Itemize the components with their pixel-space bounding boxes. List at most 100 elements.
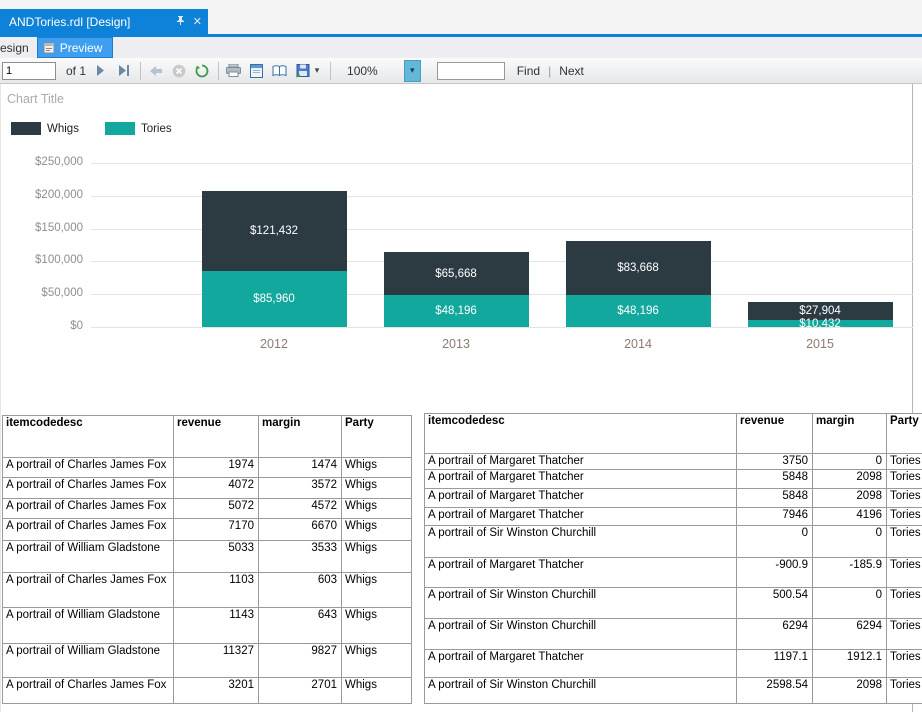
table-header-row: itemcodedescrevenuemarginParty bbox=[3, 416, 412, 458]
x-axis-tick-label: 2013 bbox=[411, 337, 501, 351]
column-header: revenue bbox=[737, 414, 813, 454]
y-axis-tick-label: $0 bbox=[1, 320, 83, 332]
find-next-button[interactable]: Next bbox=[559, 64, 584, 78]
bar-segment-tories[interactable]: $10,432 bbox=[748, 320, 893, 327]
bar-label: $48,196 bbox=[435, 305, 477, 317]
table-cell: Whigs bbox=[342, 499, 412, 519]
page-setup-button[interactable] bbox=[271, 62, 288, 80]
bar-segment-whigs[interactable]: $121,432 bbox=[202, 191, 347, 271]
table-cell: Tories bbox=[887, 650, 922, 678]
table-cell: 1143 bbox=[174, 608, 259, 644]
bar-segment-tories[interactable]: $85,960 bbox=[202, 271, 347, 327]
pin-icon[interactable] bbox=[176, 15, 185, 29]
table-cell: 4072 bbox=[174, 478, 259, 499]
table-row: A portrail of Charles James Fox1103603Wh… bbox=[3, 573, 412, 608]
last-page-button[interactable] bbox=[115, 62, 132, 80]
table-cell: Tories bbox=[887, 470, 922, 489]
table-cell: Whigs bbox=[342, 458, 412, 478]
table-row: A portrail of Sir Winston Churchill2598.… bbox=[425, 678, 922, 704]
y-axis-tick-label: $250,000 bbox=[1, 156, 83, 168]
x-axis-tick-label: 2012 bbox=[229, 337, 319, 351]
page-number-input[interactable] bbox=[2, 62, 56, 80]
table-row: A portrail of Margaret Thatcher58482098T… bbox=[425, 470, 922, 489]
find-input[interactable] bbox=[437, 62, 505, 80]
back-button[interactable] bbox=[147, 62, 164, 80]
print-button[interactable] bbox=[225, 62, 242, 80]
table-cell: 11327 bbox=[174, 644, 259, 678]
table-cell: A portrail of Margaret Thatcher bbox=[425, 650, 737, 678]
report-toolbar: of 1 ▾ 100% ▾ bbox=[0, 58, 922, 84]
table-cell: 9827 bbox=[259, 644, 342, 678]
table-row: A portrail of Sir Winston Churchill00Tor… bbox=[425, 526, 922, 558]
legend-swatch-whigs bbox=[11, 122, 41, 135]
table-cell: 2598.54 bbox=[737, 678, 813, 704]
table-cell: Whigs bbox=[342, 608, 412, 644]
y-axis-tick-label: $150,000 bbox=[1, 222, 83, 234]
table-cell: A portrail of Margaret Thatcher bbox=[425, 454, 737, 470]
table-cell: Tories bbox=[887, 489, 922, 508]
bar-segment-whigs[interactable]: $65,668 bbox=[384, 252, 529, 295]
chart-title: Chart Title bbox=[7, 92, 64, 106]
bar-segment-whigs[interactable]: $83,668 bbox=[566, 241, 711, 296]
table-cell: Whigs bbox=[342, 644, 412, 678]
table-cell: 0 bbox=[813, 526, 887, 558]
find-button[interactable]: Find bbox=[517, 64, 540, 78]
find-next-separator: | bbox=[548, 64, 551, 78]
bar-label: $121,432 bbox=[250, 225, 298, 237]
legend-label-whigs: Whigs bbox=[47, 123, 79, 135]
table-cell: 2098 bbox=[813, 678, 887, 704]
bar-label: $65,668 bbox=[435, 268, 477, 280]
bar-label: $83,668 bbox=[617, 262, 659, 274]
table-row: A portrail of Sir Winston Churchill62946… bbox=[425, 619, 922, 650]
table-row: A portrail of Sir Winston Churchill500.5… bbox=[425, 588, 922, 619]
next-page-button[interactable] bbox=[92, 62, 109, 80]
y-axis-tick-label: $200,000 bbox=[1, 189, 83, 201]
export-dropdown-caret[interactable]: ▾ bbox=[312, 62, 322, 80]
table-cell: 1197.1 bbox=[737, 650, 813, 678]
table-cell: 500.54 bbox=[737, 588, 813, 619]
table-cell: 6670 bbox=[259, 519, 342, 541]
table-cell: A portrail of Sir Winston Churchill bbox=[425, 526, 737, 558]
table-row: A portrail of William Gladstone1143643Wh… bbox=[3, 608, 412, 644]
table-cell: 603 bbox=[259, 573, 342, 608]
export-button[interactable] bbox=[294, 62, 311, 80]
stacked-bar-2014[interactable]: $83,668 $48,196 bbox=[566, 241, 711, 327]
bar-label: $85,960 bbox=[253, 293, 295, 305]
refresh-button[interactable] bbox=[193, 62, 210, 80]
stacked-bar-2015[interactable]: $27,904 $10,432 bbox=[748, 302, 893, 327]
bar-label: $27,904 bbox=[799, 305, 841, 317]
document-tab[interactable]: ANDTories.rdl [Design] ✕ bbox=[0, 9, 208, 34]
bar-segment-tories[interactable]: $48,196 bbox=[566, 295, 711, 327]
table-cell: A portrail of Charles James Fox bbox=[3, 499, 174, 519]
tab-preview[interactable]: Preview bbox=[37, 37, 114, 58]
table-cell: 3201 bbox=[174, 678, 259, 704]
table-cell: 1912.1 bbox=[813, 650, 887, 678]
view-tab-row: esign Preview bbox=[0, 37, 922, 58]
close-icon[interactable]: ✕ bbox=[193, 15, 202, 28]
stacked-bar-2012[interactable]: $121,432 $85,960 bbox=[202, 191, 347, 327]
table-cell: A portrail of Margaret Thatcher bbox=[425, 558, 737, 588]
zoom-dropdown-button[interactable]: ▾ bbox=[404, 60, 421, 82]
table-cell: A portrail of William Gladstone bbox=[3, 644, 174, 678]
table-cell: 6294 bbox=[737, 619, 813, 650]
column-header: itemcodedesc bbox=[425, 414, 737, 454]
chart-plot: $121,432 $85,960 $65,668 $48,196 $83,668 $48,… bbox=[91, 163, 913, 327]
table-cell: A portrail of Margaret Thatcher bbox=[425, 508, 737, 526]
stacked-bar-2013[interactable]: $65,668 $48,196 bbox=[384, 252, 529, 327]
table-cell: -185.9 bbox=[813, 558, 887, 588]
gridline bbox=[91, 327, 913, 328]
bar-segment-tories[interactable]: $48,196 bbox=[384, 295, 529, 327]
report-viewer-window: ANDTories.rdl [Design] ✕ esign Preview o… bbox=[0, 0, 922, 712]
table-cell: Whigs bbox=[342, 541, 412, 573]
table-header-row: itemcodedescrevenuemarginParty bbox=[425, 414, 922, 454]
table-cell: 0 bbox=[813, 588, 887, 619]
table-cell: Tories bbox=[887, 454, 922, 470]
table-cell: Tories bbox=[887, 526, 922, 558]
table-row: A portrail of Margaret Thatcher79464196T… bbox=[425, 508, 922, 526]
tab-design[interactable]: esign bbox=[0, 37, 37, 58]
print-layout-button[interactable] bbox=[248, 62, 265, 80]
table-cell: 0 bbox=[737, 526, 813, 558]
report-page: Chart Title Whigs Tories $250,000$200,00… bbox=[0, 84, 913, 712]
stop-button[interactable] bbox=[170, 62, 187, 80]
table-row: A portrail of William Gladstone50333533W… bbox=[3, 541, 412, 573]
